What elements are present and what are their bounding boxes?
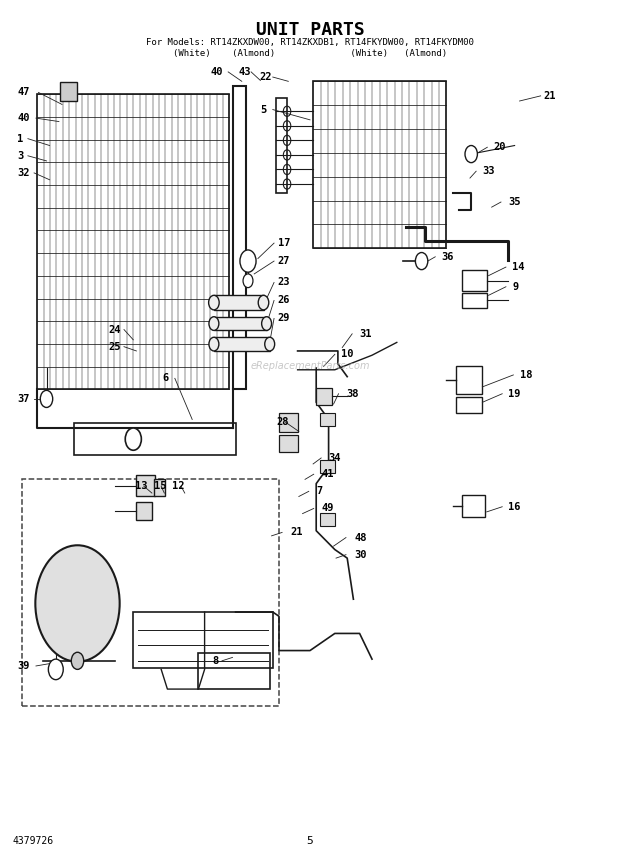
Text: 17: 17: [278, 238, 290, 248]
Bar: [133, 612, 273, 668]
Text: UNIT PARTS: UNIT PARTS: [255, 21, 365, 39]
Text: 12: 12: [172, 481, 185, 491]
Text: 16: 16: [508, 502, 521, 512]
Bar: [60, 82, 77, 101]
Text: 23: 23: [278, 277, 290, 288]
Bar: [214, 317, 267, 330]
Text: 25: 25: [108, 342, 121, 352]
Text: 41: 41: [321, 469, 334, 479]
Bar: [276, 98, 287, 193]
Text: 8: 8: [212, 656, 218, 666]
Bar: [198, 653, 270, 689]
Text: 47: 47: [17, 87, 30, 98]
Text: 33: 33: [482, 166, 495, 176]
Bar: [279, 413, 298, 432]
Text: 7: 7: [316, 486, 322, 496]
Bar: [74, 423, 236, 455]
Bar: [456, 366, 482, 394]
Circle shape: [71, 652, 84, 669]
Circle shape: [35, 545, 120, 662]
Text: 43: 43: [239, 67, 251, 77]
Text: 32: 32: [17, 168, 30, 178]
Text: 48: 48: [355, 532, 367, 543]
Bar: [462, 293, 487, 308]
Text: For Models: RT14ZKXDW00, RT14ZKXDB1, RT14FKYDW00, RT14FKYDM00: For Models: RT14ZKXDW00, RT14ZKXDB1, RT1…: [146, 39, 474, 47]
Circle shape: [40, 390, 53, 407]
Bar: [456, 397, 482, 413]
Text: 3: 3: [17, 151, 24, 161]
Text: 49: 49: [321, 503, 334, 514]
Circle shape: [209, 317, 219, 330]
Bar: [320, 460, 335, 473]
Bar: [22, 479, 279, 706]
Text: 5: 5: [307, 835, 313, 846]
Text: 20: 20: [493, 142, 505, 152]
Text: 9: 9: [512, 282, 518, 292]
Text: eReplacementParts.com: eReplacementParts.com: [250, 361, 370, 372]
Text: 4379726: 4379726: [12, 835, 53, 846]
Text: (White)    (Almond)              (White)   (Almond): (White) (Almond) (White) (Almond): [173, 50, 447, 58]
Bar: [232, 86, 246, 389]
Text: 18: 18: [520, 370, 532, 380]
Bar: [462, 495, 485, 517]
Circle shape: [240, 250, 256, 272]
Bar: [320, 513, 335, 526]
Bar: [320, 413, 335, 426]
Bar: [214, 337, 270, 351]
Text: 14: 14: [512, 262, 525, 272]
Circle shape: [243, 274, 253, 288]
Bar: [136, 475, 155, 496]
Text: 22: 22: [259, 72, 272, 82]
Bar: [462, 270, 487, 291]
Text: 28: 28: [277, 417, 289, 427]
Bar: [154, 479, 165, 496]
Text: 29: 29: [278, 313, 290, 324]
Text: 40: 40: [17, 113, 30, 123]
Text: 6: 6: [162, 373, 169, 383]
Text: 26: 26: [278, 295, 290, 306]
Bar: [214, 295, 264, 310]
Text: 36: 36: [441, 252, 454, 262]
Circle shape: [465, 146, 477, 163]
Circle shape: [48, 659, 63, 680]
Circle shape: [415, 253, 428, 270]
Text: 38: 38: [346, 389, 358, 399]
Text: 15: 15: [154, 481, 166, 491]
Bar: [316, 388, 332, 405]
Circle shape: [208, 295, 219, 310]
Text: 1: 1: [17, 134, 24, 144]
Text: 24: 24: [108, 324, 121, 335]
Text: 30: 30: [355, 550, 367, 560]
Text: 37: 37: [17, 394, 30, 404]
Circle shape: [125, 428, 141, 450]
Text: 40: 40: [211, 67, 223, 77]
Text: 21: 21: [543, 91, 556, 101]
Circle shape: [262, 317, 272, 330]
Text: 10: 10: [341, 349, 353, 360]
Text: 5: 5: [260, 104, 267, 115]
Text: 39: 39: [17, 661, 30, 671]
Text: 34: 34: [329, 453, 341, 463]
Circle shape: [209, 337, 219, 351]
Bar: [37, 94, 229, 389]
Bar: [136, 502, 152, 520]
Circle shape: [259, 295, 269, 310]
Circle shape: [265, 337, 275, 351]
Text: 19: 19: [508, 389, 521, 399]
Bar: [313, 81, 446, 248]
Text: 27: 27: [278, 256, 290, 266]
Text: 31: 31: [360, 329, 372, 339]
Text: 21: 21: [290, 527, 303, 538]
Text: 35: 35: [508, 197, 521, 207]
Text: 13: 13: [135, 481, 148, 491]
Bar: [279, 435, 298, 452]
